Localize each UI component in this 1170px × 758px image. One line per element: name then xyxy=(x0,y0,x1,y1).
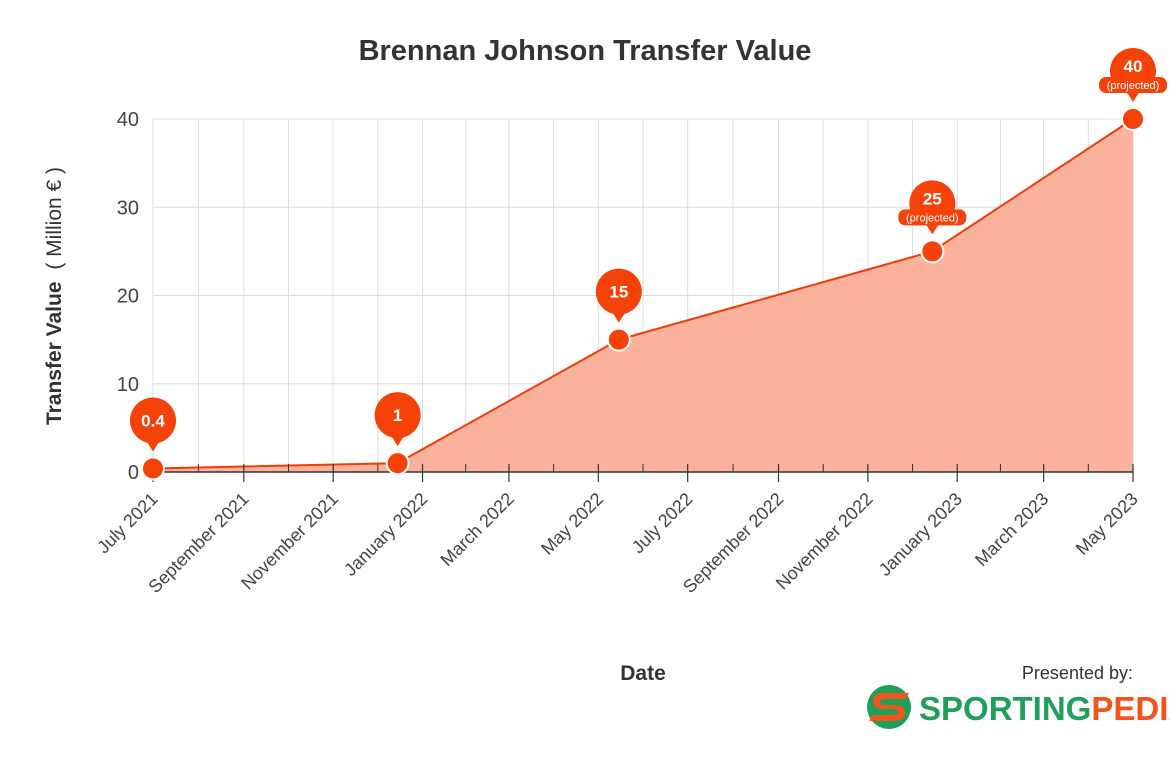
x-tick-label: September 2021 xyxy=(144,489,252,597)
projected-note-bg xyxy=(1099,77,1167,93)
pin-bubble xyxy=(130,397,176,444)
y-tick-label: 40 xyxy=(117,109,139,131)
data-point-marker xyxy=(385,451,410,476)
x-tick-label: March 2023 xyxy=(971,489,1052,570)
y-axis-label: Transfer Value xyxy=(43,281,66,425)
x-tick-label: November 2022 xyxy=(772,489,877,594)
projected-note: (projected) xyxy=(906,212,959,224)
data-point-marker xyxy=(920,239,945,264)
projected-note: (projected) xyxy=(1107,80,1160,92)
y-tick-label: 0 xyxy=(128,462,139,484)
y-tick-label: 10 xyxy=(117,374,139,396)
data-value-label: 0.4 xyxy=(141,411,165,430)
data-label-pin: 40 (projected) xyxy=(1099,48,1167,102)
x-tick-label: May 2022 xyxy=(537,489,607,559)
chart-title: Brennan Johnson Transfer Value xyxy=(359,35,812,67)
x-tick-label: January 2022 xyxy=(340,489,431,580)
data-value-label: 40 xyxy=(1124,57,1143,76)
x-tick-label: March 2022 xyxy=(436,489,517,570)
pin-bubble xyxy=(595,268,642,315)
data-value-label: 25 xyxy=(923,189,942,208)
projected-note-bg xyxy=(898,209,967,226)
data-point-marker xyxy=(141,456,165,481)
data-label-pin: 0.4 xyxy=(130,397,176,452)
y-axis-unit: ( Million € ) xyxy=(43,167,66,270)
x-tick-label: November 2021 xyxy=(237,489,342,594)
data-label-pin: 15 xyxy=(595,268,642,323)
x-tick-label: September 2022 xyxy=(679,489,787,597)
pin-bubble xyxy=(374,392,421,439)
x-tick-label: May 2023 xyxy=(1072,489,1142,559)
svg-text:SPORTINGPEDIA: SPORTINGPEDIA xyxy=(919,690,1170,727)
brand-name-part1: SPORTING xyxy=(919,690,1091,727)
sportingpedia-s-logo-icon xyxy=(867,685,911,729)
data-markers xyxy=(141,107,1145,481)
data-label-pins: 0.4 1 15 25 (projected) 40 (projected) xyxy=(130,48,1167,452)
x-tick-label: January 2023 xyxy=(875,489,966,580)
y-axis-title: Transfer Value ( Million € ) xyxy=(43,167,66,425)
data-label-pin: 25 (projected) xyxy=(898,180,967,235)
data-point-marker xyxy=(1121,107,1145,131)
data-value-label: 1 xyxy=(393,406,402,425)
data-label-pin: 1 xyxy=(374,392,421,447)
presented-by-footer: Presented by: SPORTINGPEDIA xyxy=(867,663,1170,729)
x-tick-label: July 2021 xyxy=(93,489,162,558)
y-axis-ticks: 0 10 20 30 40 xyxy=(117,109,139,484)
value-area-fill xyxy=(153,119,1133,472)
presented-by-label: Presented by: xyxy=(1022,663,1133,683)
x-axis-title: Date xyxy=(620,662,666,685)
data-point-marker xyxy=(606,327,631,352)
data-value-label: 15 xyxy=(609,283,628,302)
y-tick-label: 20 xyxy=(117,286,139,308)
x-tick-label: July 2022 xyxy=(628,489,697,558)
svg-text:Transfer Value ( Million: Transfer Value ( Million € ) xyxy=(43,167,66,425)
y-tick-label: 30 xyxy=(117,197,139,219)
brand-name-part2: PEDIA xyxy=(1091,690,1170,727)
